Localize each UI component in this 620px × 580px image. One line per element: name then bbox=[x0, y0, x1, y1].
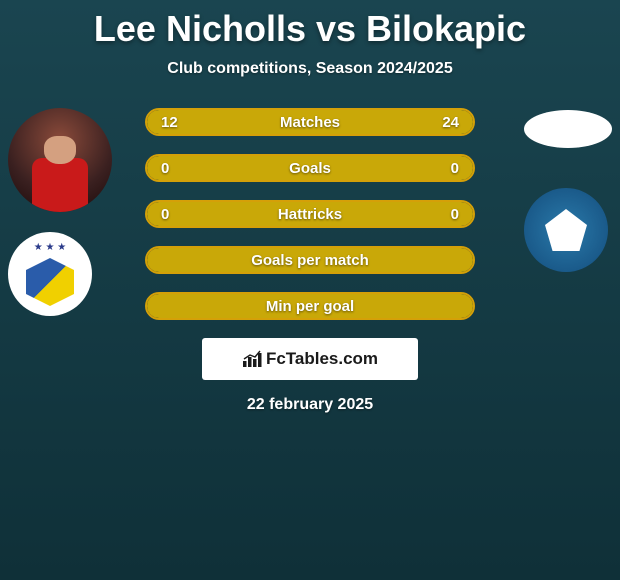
stat-bar-goals-per-match: Goals per match bbox=[145, 246, 475, 274]
stat-bars: 12 Matches 24 0 Goals 0 0 Hattricks 0 Go… bbox=[145, 108, 475, 320]
right-column bbox=[524, 108, 612, 272]
stat-bar-matches: 12 Matches 24 bbox=[145, 108, 475, 136]
brand-label: FcTables.com bbox=[266, 349, 378, 369]
stat-bar-goals: 0 Goals 0 bbox=[145, 154, 475, 182]
bar-chart-icon bbox=[242, 350, 264, 368]
stat-label: Matches bbox=[280, 114, 340, 131]
brand-box: FcTables.com bbox=[202, 338, 418, 380]
left-player-photo bbox=[8, 108, 112, 212]
stat-label: Goals per match bbox=[251, 252, 369, 269]
stat-right-value: 0 bbox=[451, 206, 459, 223]
right-club-badge bbox=[524, 188, 608, 272]
left-column bbox=[8, 108, 112, 316]
comparison-panel: 12 Matches 24 0 Goals 0 0 Hattricks 0 Go… bbox=[0, 108, 620, 414]
stat-right-value: 24 bbox=[442, 114, 459, 131]
right-player-photo bbox=[524, 110, 612, 148]
stat-label: Min per goal bbox=[266, 298, 354, 315]
stat-left-value: 0 bbox=[161, 160, 169, 177]
stat-bar-min-per-goal: Min per goal bbox=[145, 292, 475, 320]
stat-bar-hattricks: 0 Hattricks 0 bbox=[145, 200, 475, 228]
subtitle: Club competitions, Season 2024/2025 bbox=[0, 60, 620, 78]
stat-label: Goals bbox=[289, 160, 331, 177]
stat-right-value: 0 bbox=[451, 160, 459, 177]
date-label: 22 february 2025 bbox=[0, 396, 620, 414]
stat-left-value: 12 bbox=[161, 114, 178, 131]
stat-left-value: 0 bbox=[161, 206, 169, 223]
page-title: Lee Nicholls vs Bilokapic bbox=[0, 0, 620, 50]
stat-label: Hattricks bbox=[278, 206, 342, 223]
left-club-badge bbox=[8, 232, 92, 316]
